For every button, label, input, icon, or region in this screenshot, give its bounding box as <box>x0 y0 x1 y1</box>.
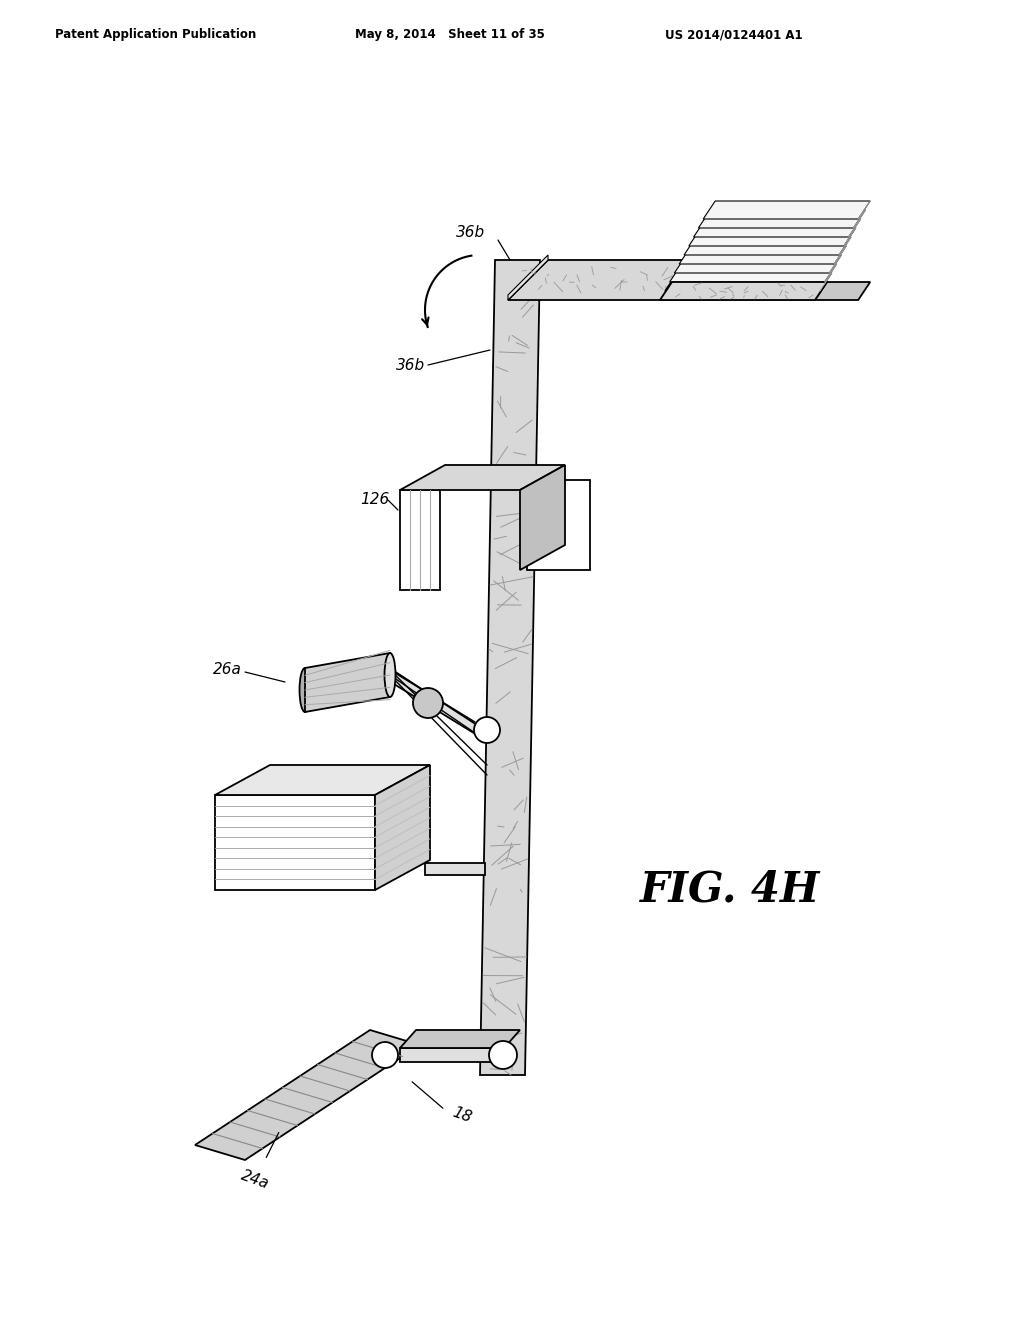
Polygon shape <box>400 1048 504 1063</box>
Polygon shape <box>527 480 590 570</box>
Polygon shape <box>480 260 540 1074</box>
Polygon shape <box>815 282 870 300</box>
Ellipse shape <box>299 668 310 711</box>
Polygon shape <box>195 1030 420 1160</box>
Text: Patent Application Publication: Patent Application Publication <box>55 28 256 41</box>
Polygon shape <box>698 210 865 228</box>
Polygon shape <box>703 201 870 219</box>
Circle shape <box>413 688 443 718</box>
Polygon shape <box>215 795 375 890</box>
Polygon shape <box>520 465 565 570</box>
Polygon shape <box>400 465 565 490</box>
Text: 36b: 36b <box>456 224 485 240</box>
Polygon shape <box>660 282 827 300</box>
Polygon shape <box>400 490 440 590</box>
Polygon shape <box>689 228 856 246</box>
Text: 126: 126 <box>360 492 389 507</box>
Text: 26a: 26a <box>213 663 242 677</box>
Polygon shape <box>390 668 477 735</box>
Text: 36b: 36b <box>396 358 425 372</box>
Text: FIG. 4H: FIG. 4H <box>640 869 820 911</box>
Polygon shape <box>665 273 831 290</box>
Circle shape <box>372 1041 398 1068</box>
Polygon shape <box>375 766 430 890</box>
Ellipse shape <box>384 653 395 697</box>
Polygon shape <box>400 1030 520 1048</box>
Polygon shape <box>508 260 740 300</box>
Polygon shape <box>425 863 485 875</box>
Polygon shape <box>675 255 842 273</box>
Polygon shape <box>215 766 430 795</box>
Circle shape <box>474 717 500 743</box>
Text: 24a: 24a <box>239 1168 271 1192</box>
Polygon shape <box>305 653 390 711</box>
Circle shape <box>489 1041 517 1069</box>
Text: May 8, 2014   Sheet 11 of 35: May 8, 2014 Sheet 11 of 35 <box>355 28 545 41</box>
Polygon shape <box>679 246 846 264</box>
Text: 18: 18 <box>450 1105 473 1126</box>
Text: US 2014/0124401 A1: US 2014/0124401 A1 <box>665 28 803 41</box>
Polygon shape <box>684 238 851 255</box>
Polygon shape <box>693 219 860 238</box>
Polygon shape <box>508 255 548 300</box>
Polygon shape <box>670 264 837 282</box>
Polygon shape <box>660 282 827 300</box>
